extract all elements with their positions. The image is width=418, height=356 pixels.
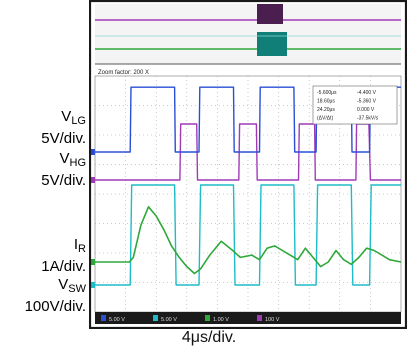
timebase-label: 4μs/div. xyxy=(181,329,237,346)
status-channel-swatch-1 xyxy=(153,315,158,321)
zoom-factor-label: Zoom factor: 200 X xyxy=(98,70,149,76)
trace-ir xyxy=(95,206,402,275)
cursor-readout-value-1: -5.360 V xyxy=(357,99,377,105)
ir-scale: 1A/div. xyxy=(41,258,86,275)
status-item-1: 5.00 V xyxy=(161,317,177,323)
vlg-label: VLG 5V/div. xyxy=(8,108,86,147)
status-channel-swatch-0 xyxy=(101,315,106,321)
cursor-readout-time-1: 18.60μs xyxy=(317,99,335,105)
status-item-3: 100 V xyxy=(265,317,280,323)
cursor-readout-time-0: -5.600μs xyxy=(317,90,337,96)
vlg-scale: 5V/div. xyxy=(41,130,86,147)
marker-vhg xyxy=(91,177,95,183)
vsw-name: V xyxy=(58,276,69,293)
overview-background xyxy=(95,4,401,64)
overview-zoom-window-top xyxy=(257,4,283,24)
cursor-readout-value-2: 0.000 V xyxy=(357,107,375,113)
trace-vsw xyxy=(95,184,401,286)
cursor-readout-value-0: -4.400 V xyxy=(357,90,377,96)
status-bar xyxy=(95,312,401,324)
vhg-scale: 5V/div. xyxy=(41,172,86,189)
zoom-bar xyxy=(95,66,401,76)
status-channel-swatch-2 xyxy=(205,315,210,321)
vsw-label: VSW 100V/div. xyxy=(8,276,86,315)
ir-label: IR 1A/div. xyxy=(8,236,86,275)
vsw-scale: 100V/div. xyxy=(24,298,86,315)
vlg-sub: LG xyxy=(71,115,86,127)
status-item-2: 1.00 V xyxy=(213,317,229,323)
status-item-0: 5.00 V xyxy=(109,317,125,323)
marker-vsw xyxy=(91,282,95,288)
trace-vlg xyxy=(95,86,401,153)
status-channel-swatch-3 xyxy=(257,315,262,321)
ir-sub: R xyxy=(78,243,86,255)
vlg-name: V xyxy=(61,108,72,125)
cursor-readout-time-2: 24.20μs xyxy=(317,107,335,113)
scope-frame xyxy=(89,0,407,329)
vsw-sub: SW xyxy=(68,283,86,295)
ir-name: I xyxy=(73,236,79,253)
cursor-readout-time-3: (ΔV/Δt) xyxy=(317,116,333,122)
vhg-name: V xyxy=(59,150,70,167)
oscilloscope-screen: Zoom factor: 200 X -5.600μs -4.400 V 18.60μ… xyxy=(89,0,407,329)
marker-ir xyxy=(91,259,95,265)
vhg-label: VHG 5V/div. xyxy=(8,150,86,189)
cursor-readout-box xyxy=(312,85,398,125)
cursor-readout-value-3: -37.5kV/s xyxy=(357,116,379,122)
marker-vlg xyxy=(91,149,95,155)
vhg-sub: HG xyxy=(69,157,87,169)
